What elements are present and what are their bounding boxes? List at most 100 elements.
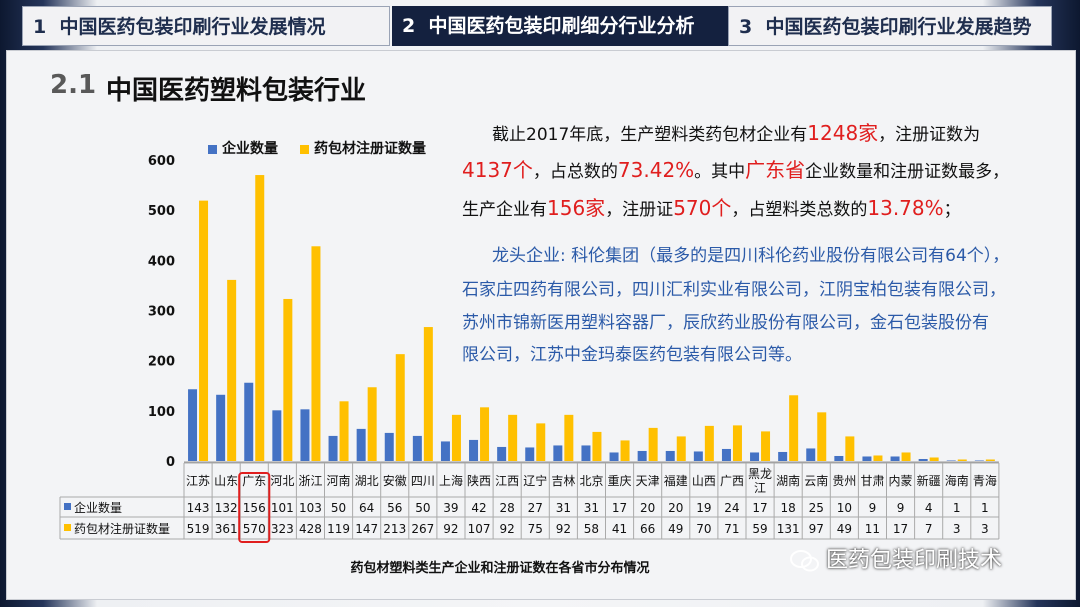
x-tick-label: 河南 xyxy=(327,473,351,488)
x-tick-label: 贵州 xyxy=(832,474,856,488)
x-tick-label: 浙江 xyxy=(298,474,322,488)
bar-certificate-count xyxy=(648,427,658,461)
bar-company-count xyxy=(862,456,872,461)
bar-certificate-count xyxy=(339,401,349,461)
watermark-text: 医药包装印刷技术 xyxy=(826,548,1003,573)
y-tick-label: 200 xyxy=(148,355,175,370)
bar-company-count xyxy=(440,441,450,461)
data-label-company-count: 50 xyxy=(415,501,430,515)
text-run: ，占总数的 xyxy=(532,162,618,182)
text-paragraph-1: 截止2017年底，生产塑料类药包材企业有1248家，注册证数为 xyxy=(492,120,980,148)
bar-company-count xyxy=(721,448,731,461)
x-tick-label: 天津 xyxy=(636,474,660,488)
bar-certificate-count xyxy=(957,459,967,461)
x-tick-label: 湖北 xyxy=(355,473,379,488)
wechat-icon xyxy=(790,550,819,572)
tab-label: 中国医药包装印刷行业发展情况 xyxy=(59,16,326,38)
bar-certificate-count xyxy=(789,395,799,461)
text-highlight: 73.42% xyxy=(617,158,695,182)
bar-certificate-count xyxy=(620,440,630,461)
data-label-company-count: 10 xyxy=(837,501,852,515)
bar-company-count xyxy=(244,382,254,461)
bar-company-count xyxy=(974,460,984,461)
tab-segment-analysis[interactable]: 2 中国医药包装印刷细分行业分析 xyxy=(392,6,728,46)
data-label-certificate-count: 49 xyxy=(837,522,852,536)
x-tick-label: 陕西 xyxy=(467,473,491,488)
legend-item-certificate-count: 药包材注册证数量 xyxy=(300,138,426,158)
bar-certificate-count xyxy=(199,200,209,461)
bar-company-count xyxy=(328,435,338,461)
data-label-company-count: 31 xyxy=(556,501,571,515)
legend-label: 企业数量 xyxy=(222,141,278,157)
y-tick-label: 300 xyxy=(148,305,175,320)
bar-company-count xyxy=(665,450,675,461)
data-label-company-count: 25 xyxy=(809,501,824,515)
x-tick-label: 重庆 xyxy=(608,474,632,488)
bar-company-count xyxy=(497,446,507,461)
text-highlight: 13.78% xyxy=(867,196,944,220)
data-label-certificate-count: 49 xyxy=(668,522,683,536)
bar-certificate-count xyxy=(508,414,518,461)
legend-swatch-yellow xyxy=(300,144,309,154)
bar-certificate-count xyxy=(732,425,742,461)
data-label-certificate-count: 70 xyxy=(696,522,711,536)
data-label-company-count: 156 xyxy=(243,501,266,515)
y-tick-label: 600 xyxy=(148,154,175,169)
bar-certificate-count xyxy=(480,407,490,461)
data-label-certificate-count: 131 xyxy=(777,522,800,536)
bar-certificate-count xyxy=(592,431,602,461)
text-run: 。其中 xyxy=(694,162,746,182)
data-label-certificate-count: 267 xyxy=(411,522,434,536)
data-label-company-count: 24 xyxy=(724,501,739,515)
bar-company-count xyxy=(384,432,394,461)
data-label-company-count: 27 xyxy=(528,501,543,515)
bar-certificate-count xyxy=(676,436,686,461)
text-paragraph-7: 限公司，江苏中金玛泰医药包装有限公司等。 xyxy=(462,342,802,368)
bar-certificate-count xyxy=(761,431,771,461)
text-paragraph-5: 石家庄四药有限公司，四川汇利实业有限公司，江阴宝柏包装有限公司， xyxy=(462,277,1006,303)
legend-item-company-count: 企业数量 xyxy=(208,138,278,158)
x-tick-label: 四川 xyxy=(411,474,435,488)
data-label-company-count: 17 xyxy=(752,501,767,515)
table-row-label: 企业数量 xyxy=(74,500,122,515)
tab-number: 1 xyxy=(33,16,47,38)
x-tick-label-cont: 江 xyxy=(754,481,766,495)
tab-industry-development[interactable]: 1 中国医药包装印刷行业发展情况 xyxy=(22,6,390,46)
bar-certificate-count xyxy=(929,457,939,461)
bar-company-count xyxy=(216,394,226,461)
bar-company-count xyxy=(469,439,479,461)
tab-industry-trend[interactable]: 3 中国医药包装印刷行业发展趋势 xyxy=(728,6,1052,46)
bar-certificate-count xyxy=(564,414,574,461)
data-label-certificate-count: 92 xyxy=(443,522,458,536)
y-tick-label: 0 xyxy=(166,455,175,470)
x-tick-label: 黑龙 xyxy=(748,467,772,481)
text-run: 截止2017年底，生产塑料类药包材企业有 xyxy=(492,125,808,145)
bar-company-count xyxy=(890,456,900,461)
bar-company-count xyxy=(750,452,760,461)
data-label-certificate-count: 59 xyxy=(752,522,767,536)
data-label-company-count: 143 xyxy=(187,501,210,515)
watermark: 医药包装印刷技术 xyxy=(790,542,1002,574)
data-label-company-count: 103 xyxy=(299,501,322,515)
text-paragraph-6: 苏州市锦新医用塑料容器厂，辰欣药业股份有限公司，金石包装股份有 xyxy=(462,310,989,336)
data-label-company-count: 101 xyxy=(271,501,294,515)
data-label-certificate-count: 570 xyxy=(243,522,266,536)
data-label-company-count: 4 xyxy=(925,501,933,515)
data-label-certificate-count: 7 xyxy=(925,522,933,536)
x-tick-label: 甘肃 xyxy=(860,474,884,488)
data-label-certificate-count: 75 xyxy=(528,522,543,536)
section-title: 中国医药塑料包装行业 xyxy=(106,76,367,106)
legend-key-certificate-count xyxy=(64,524,71,531)
x-tick-label: 广西 xyxy=(720,474,744,488)
text-run: ，注册证数为 xyxy=(878,125,981,145)
bar-company-count xyxy=(609,452,619,461)
text-highlight: 4137个 xyxy=(462,158,533,182)
data-label-certificate-count: 41 xyxy=(612,522,627,536)
table-row-label: 药包材注册证数量 xyxy=(74,521,170,536)
tab-label: 中国医药包装印刷细分行业分析 xyxy=(428,15,695,37)
text-highlight: 1248家 xyxy=(807,121,879,145)
bar-company-count xyxy=(581,445,591,461)
data-label-certificate-count: 92 xyxy=(500,522,515,536)
